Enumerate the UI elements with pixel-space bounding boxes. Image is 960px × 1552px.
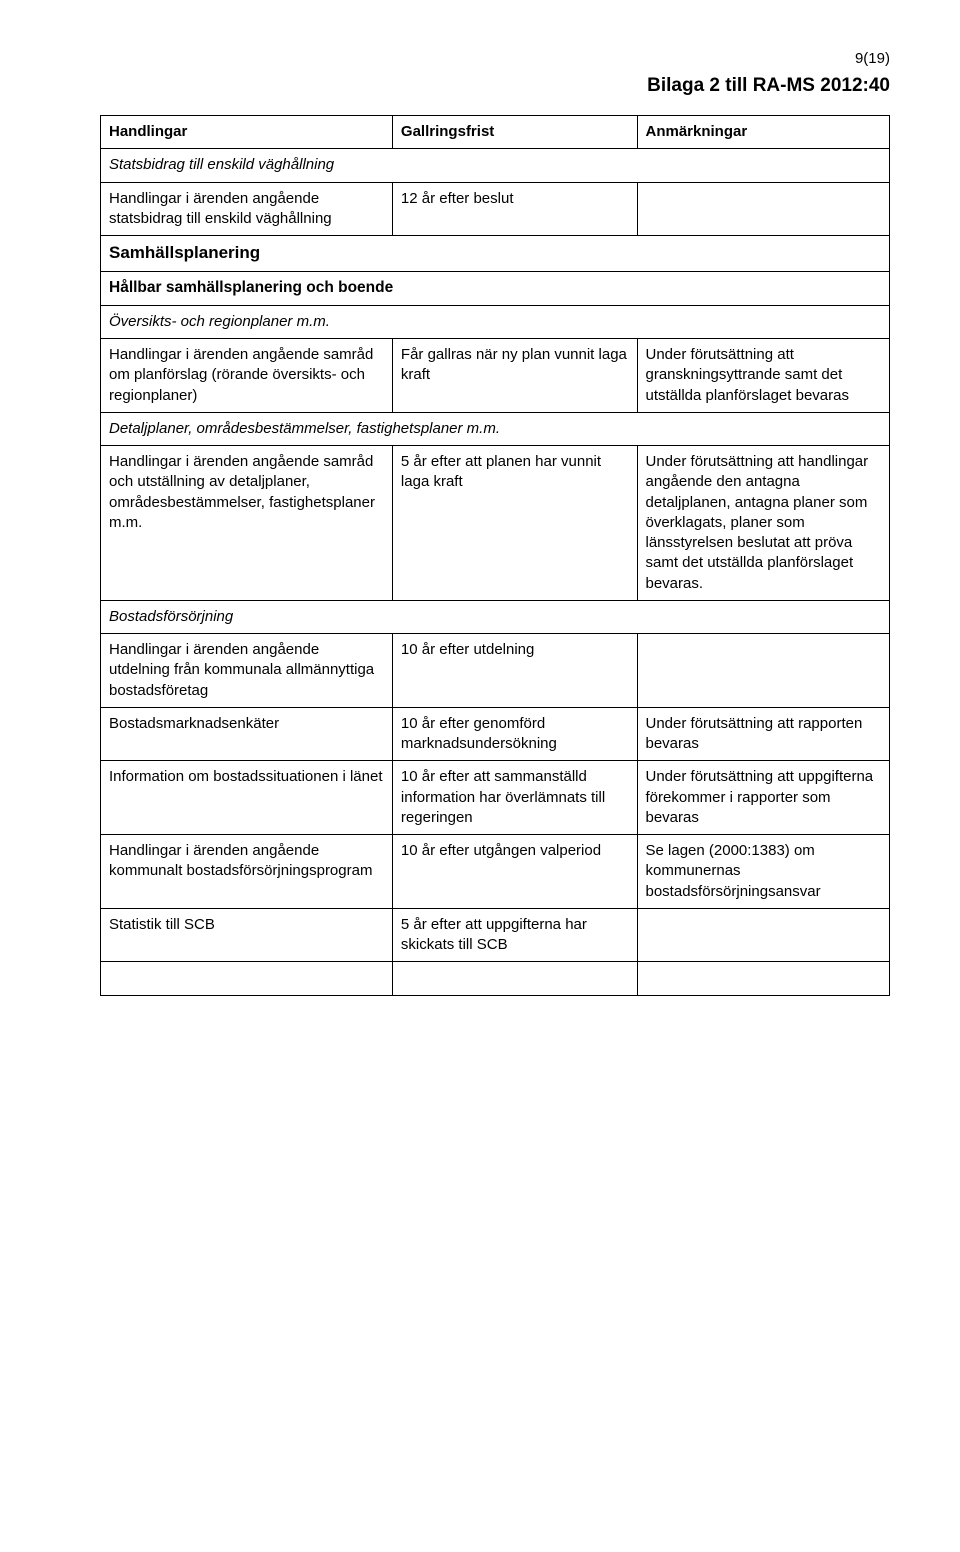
cell: Statistik till SCB bbox=[101, 908, 393, 962]
document-page: 9(19) Bilaga 2 till RA-MS 2012:40 Handli… bbox=[0, 0, 960, 1552]
cell: 10 år efter att sammanställd information… bbox=[392, 761, 637, 835]
table-header-row: Handlingar Gallringsfrist Anmärkningar bbox=[101, 116, 890, 149]
section-row-hallbar: Hållbar samhällsplanering och boende bbox=[101, 271, 890, 305]
page-number: 9(19) bbox=[100, 50, 890, 67]
table-row: Handlingar i ärenden angående samråd om … bbox=[101, 339, 890, 413]
table-row-empty bbox=[101, 962, 890, 995]
cell: 5 år efter att planen har vunnit laga kr… bbox=[392, 446, 637, 601]
section-row-statsbidrag: Statsbidrag till enskild väghållning bbox=[101, 149, 890, 182]
cell: 5 år efter att uppgifterna har skickats … bbox=[392, 908, 637, 962]
cell bbox=[637, 182, 890, 236]
cell: Under förutsättning att rapporten bevara… bbox=[637, 707, 890, 761]
cell bbox=[637, 634, 890, 708]
section-row-samhallsplanering: Samhällsplanering bbox=[101, 236, 890, 272]
section-title-oversikts: Översikts- och regionplaner m.m. bbox=[101, 305, 890, 338]
cell bbox=[637, 908, 890, 962]
cell bbox=[101, 962, 393, 995]
table-row: Bostadsmarknadsenkäter 10 år efter genom… bbox=[101, 707, 890, 761]
cell: Får gallras när ny plan vunnit laga kraf… bbox=[392, 339, 637, 413]
table-row: Handlingar i ärenden angående statsbidra… bbox=[101, 182, 890, 236]
main-table: Handlingar Gallringsfrist Anmärkningar S… bbox=[100, 115, 890, 996]
cell: 10 år efter utgången valperiod bbox=[392, 835, 637, 909]
cell: 10 år efter genomförd marknadsundersökni… bbox=[392, 707, 637, 761]
cell bbox=[392, 962, 637, 995]
table-row: Statistik till SCB 5 år efter att uppgif… bbox=[101, 908, 890, 962]
cell: 12 år efter beslut bbox=[392, 182, 637, 236]
section-title-bostad: Bostadsförsörjning bbox=[101, 600, 890, 633]
col-header-gallringsfrist: Gallringsfrist bbox=[392, 116, 637, 149]
cell: Under förutsättning att uppgifterna före… bbox=[637, 761, 890, 835]
cell: 10 år efter utdelning bbox=[392, 634, 637, 708]
table-row: Handlingar i ärenden angående samråd och… bbox=[101, 446, 890, 601]
cell: Se lagen (2000:1383) om kommunernas bost… bbox=[637, 835, 890, 909]
section-title-detaljplaner: Detaljplaner, områdesbestämmelser, fasti… bbox=[101, 412, 890, 445]
col-header-handlingar: Handlingar bbox=[101, 116, 393, 149]
cell: Bostadsmarknadsenkäter bbox=[101, 707, 393, 761]
col-header-anmarkningar: Anmärkningar bbox=[637, 116, 890, 149]
section-title-samhallsplanering: Samhällsplanering bbox=[101, 236, 890, 272]
cell: Under förutsättning att handlingar angåe… bbox=[637, 446, 890, 601]
cell: Handlingar i ärenden angående statsbidra… bbox=[101, 182, 393, 236]
section-row-bostad: Bostadsförsörjning bbox=[101, 600, 890, 633]
table-row: Handlingar i ärenden angående utdelning … bbox=[101, 634, 890, 708]
section-row-oversikts: Översikts- och regionplaner m.m. bbox=[101, 305, 890, 338]
cell bbox=[637, 962, 890, 995]
document-title: Bilaga 2 till RA-MS 2012:40 bbox=[100, 75, 890, 97]
cell: Handlingar i ärenden angående utdelning … bbox=[101, 634, 393, 708]
section-row-detaljplaner: Detaljplaner, områdesbestämmelser, fasti… bbox=[101, 412, 890, 445]
subsection-title-hallbar: Hållbar samhällsplanering och boende bbox=[101, 271, 890, 305]
cell: Handlingar i ärenden angående samråd och… bbox=[101, 446, 393, 601]
cell: Handlingar i ärenden angående samråd om … bbox=[101, 339, 393, 413]
cell: Handlingar i ärenden angående kommunalt … bbox=[101, 835, 393, 909]
cell: Under förutsättning att granskningsyttra… bbox=[637, 339, 890, 413]
section-title-statsbidrag: Statsbidrag till enskild väghållning bbox=[101, 149, 890, 182]
table-row: Information om bostadssituationen i läne… bbox=[101, 761, 890, 835]
cell: Information om bostadssituationen i läne… bbox=[101, 761, 393, 835]
table-row: Handlingar i ärenden angående kommunalt … bbox=[101, 835, 890, 909]
